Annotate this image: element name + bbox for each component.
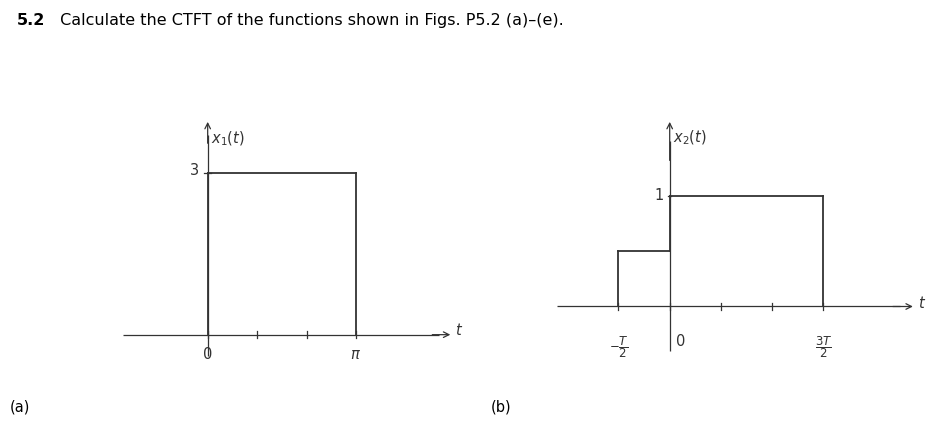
- Text: 0: 0: [203, 347, 212, 362]
- Text: 5.2: 5.2: [17, 13, 45, 28]
- Text: Calculate the CTFT of the functions shown in Figs. P5.2 (a)–(e).: Calculate the CTFT of the functions show…: [55, 13, 564, 28]
- Text: (b): (b): [491, 400, 512, 415]
- Text: 1: 1: [654, 187, 664, 203]
- Text: $\dfrac{3T}{2}$: $\dfrac{3T}{2}$: [815, 334, 833, 360]
- Text: $-\dfrac{T}{2}$: $-\dfrac{T}{2}$: [609, 334, 629, 360]
- Text: $t$: $t$: [919, 295, 926, 311]
- Text: $x_1(t)$: $x_1(t)$: [211, 130, 245, 148]
- Text: $t$: $t$: [455, 322, 464, 338]
- Text: (a): (a): [9, 400, 30, 415]
- Text: $\pi$: $\pi$: [350, 347, 362, 362]
- Text: 0: 0: [676, 334, 685, 349]
- Text: 3: 3: [190, 163, 199, 178]
- Text: $x_2(t)$: $x_2(t)$: [673, 128, 707, 147]
